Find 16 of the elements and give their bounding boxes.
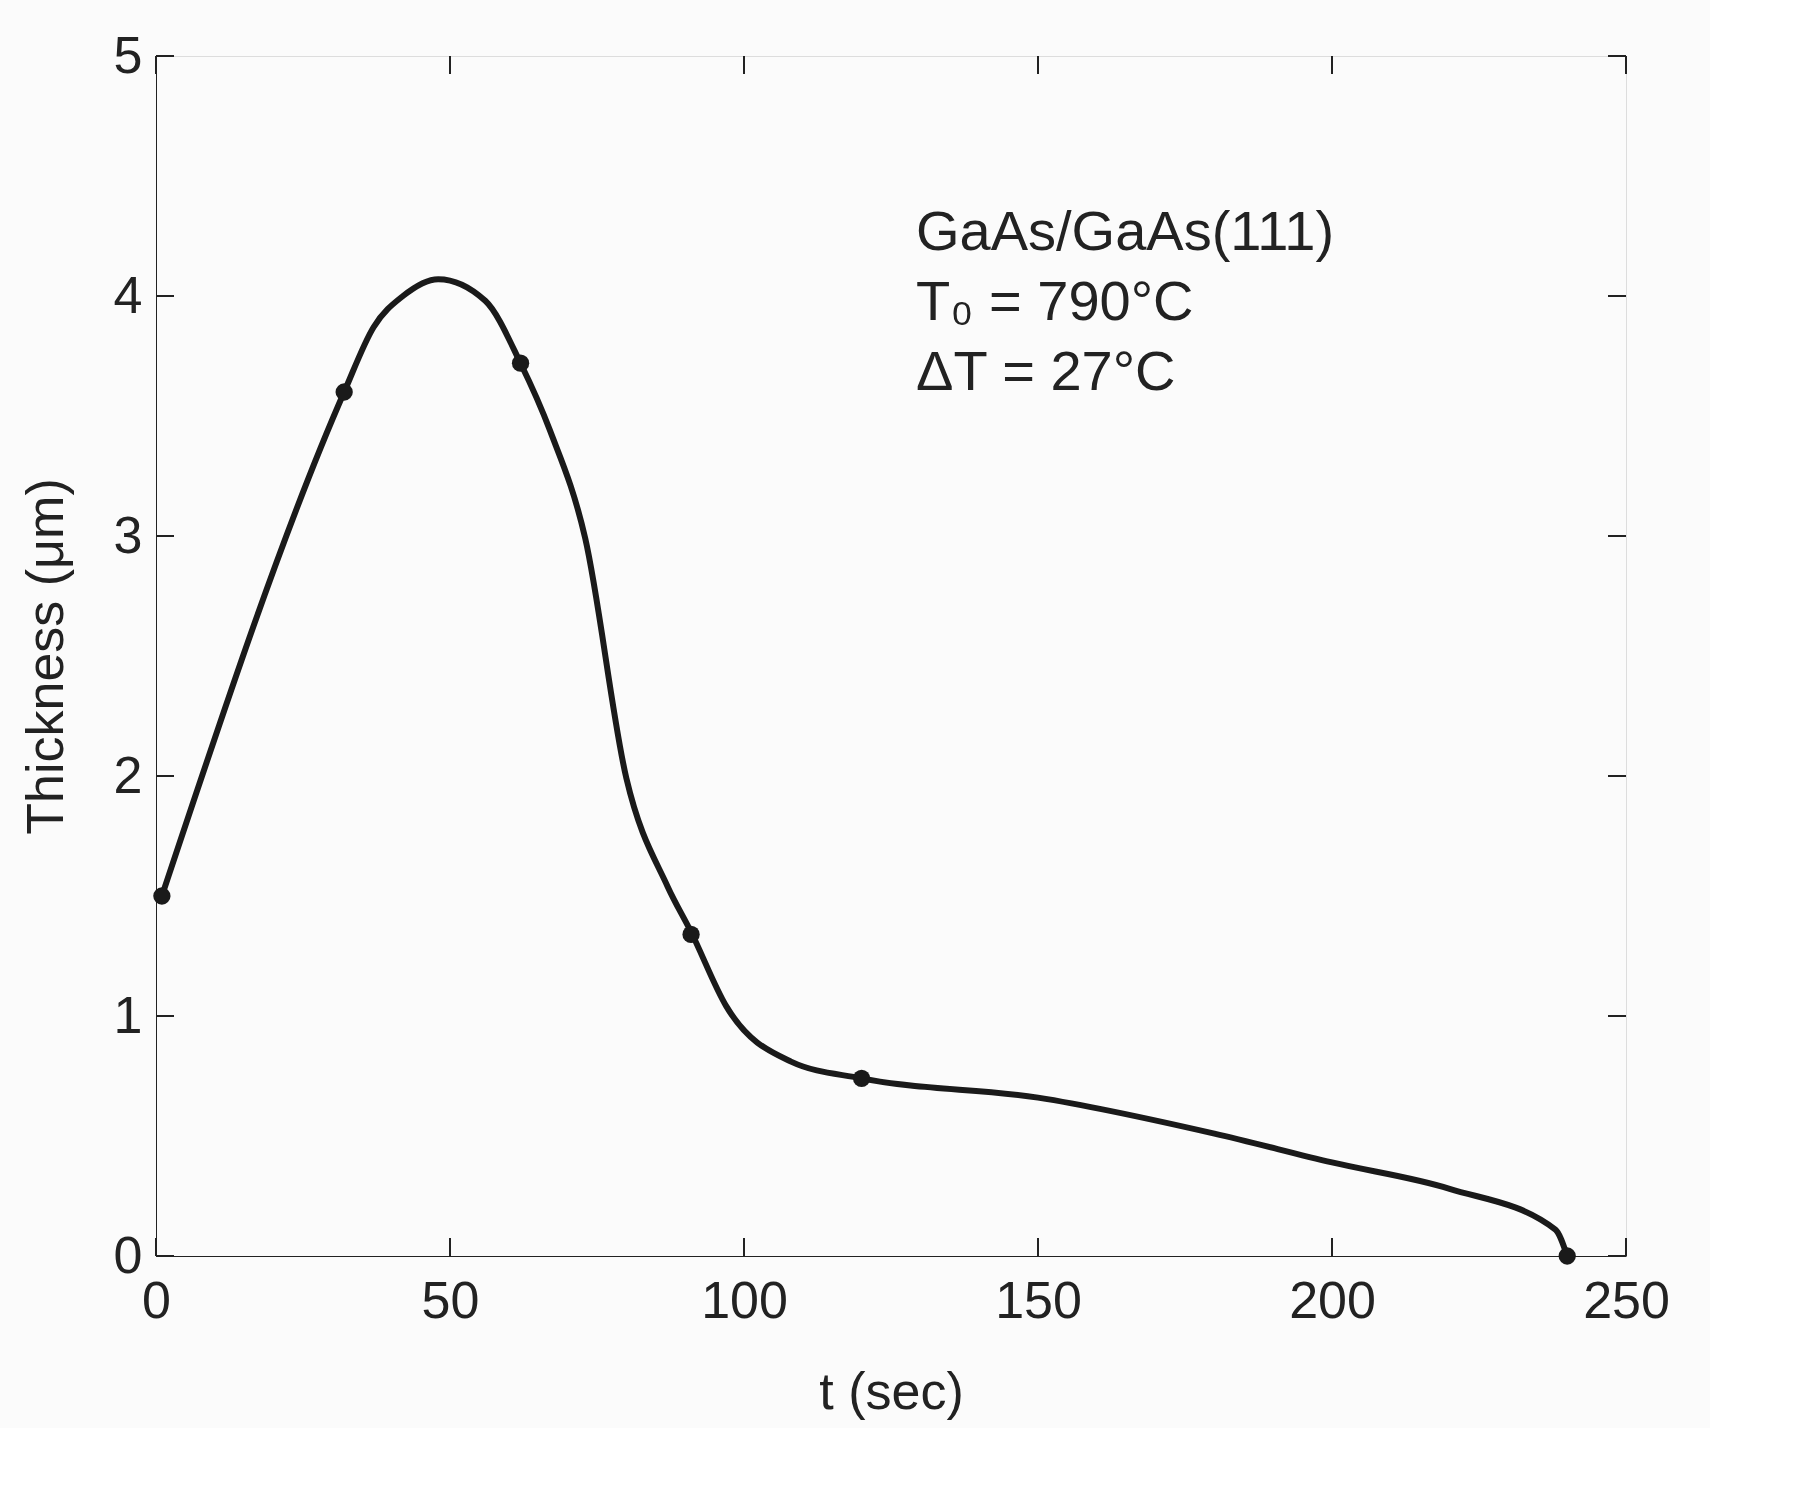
y-tick-label: 4 xyxy=(113,265,143,324)
x-tick-label: 100 xyxy=(701,1270,788,1329)
annotation: GaAs/GaAs(111) xyxy=(916,199,1335,262)
y-tick-label: 3 xyxy=(113,505,143,564)
y-tick-label: 2 xyxy=(113,745,143,804)
x-tick-label: 250 xyxy=(1583,1270,1670,1329)
x-axis-title: t (sec) xyxy=(819,1361,964,1420)
y-axis-title: Thickness (μm) xyxy=(15,478,74,835)
x-tick-label: 150 xyxy=(995,1270,1082,1329)
annotation: T₀ = 790°C xyxy=(916,269,1194,332)
x-tick-label: 200 xyxy=(1289,1270,1376,1329)
y-tick-label: 5 xyxy=(113,25,143,84)
x-tick-label: 50 xyxy=(421,1270,480,1329)
y-tick-label: 1 xyxy=(113,985,143,1044)
annotation: ΔT = 27°C xyxy=(916,339,1176,402)
y-tick-label: 0 xyxy=(113,1225,143,1284)
